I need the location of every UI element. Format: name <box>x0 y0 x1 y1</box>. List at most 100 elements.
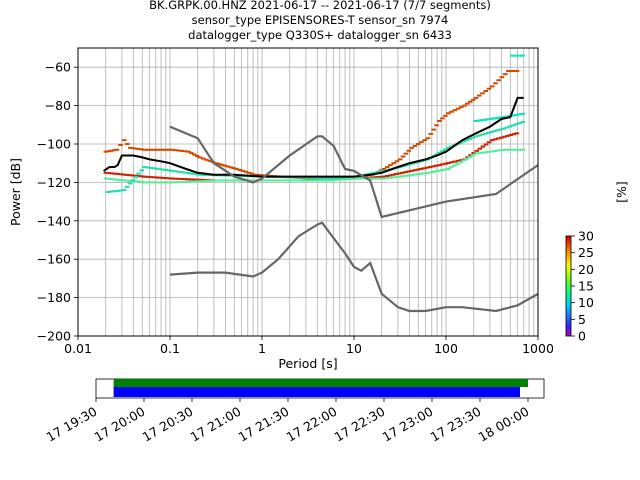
psd-track-segment <box>166 169 172 172</box>
psd-track-segment <box>425 137 431 140</box>
psd-track-segment <box>166 177 172 180</box>
psd-track-segment <box>464 139 470 142</box>
colorbar-tick-label: 0 <box>578 329 586 344</box>
psd-track-segment <box>329 177 334 180</box>
psd-track-segment <box>375 171 381 174</box>
psd-track-segment <box>434 124 439 127</box>
colorbar-tick-label: 15 <box>578 279 594 294</box>
psd-track-segment <box>462 104 467 107</box>
psd-track-segment <box>160 181 166 184</box>
y-tick-label: −140 <box>37 213 71 228</box>
psd-track-segment <box>511 70 517 73</box>
psd-track-segment <box>114 148 120 151</box>
x-axis-label: Period [s] <box>278 356 337 371</box>
psd-track-segment <box>504 115 510 118</box>
psd-track-segment <box>410 162 415 165</box>
psd-track-segment <box>514 113 519 116</box>
psd-track-segment <box>473 96 479 99</box>
psd-track-segment <box>440 163 445 166</box>
psd-track-segment <box>139 148 145 151</box>
psd-track-segment <box>458 106 464 109</box>
psd-track-segment <box>495 129 500 132</box>
timeline-tick-label: 17 22:30 <box>332 404 388 445</box>
psd-track-segment <box>452 109 458 112</box>
psd-track-segment <box>213 179 219 182</box>
psd-track-segment <box>289 179 295 182</box>
psd-track-segment <box>189 152 194 155</box>
psd-track-segment <box>216 179 222 182</box>
psd-track-segment <box>496 137 501 140</box>
psd-track-segment <box>430 165 436 168</box>
psd-track-segment <box>160 168 166 171</box>
psd-track-segment <box>407 163 412 166</box>
psd-track-segment <box>170 177 175 180</box>
psd-track-segment <box>499 136 504 139</box>
psd-track-segment <box>465 102 470 105</box>
psd-track-segment <box>197 173 203 176</box>
psd-track-segment <box>142 175 147 178</box>
psd-track-segment <box>332 177 338 180</box>
psd-track-segment <box>482 132 488 135</box>
psd-track-segment <box>231 167 236 170</box>
psd-track-segment <box>410 173 415 176</box>
psd-track-segment <box>127 182 133 185</box>
psd-track-segment <box>419 172 425 175</box>
colorbar-tick-label: 10 <box>578 295 594 310</box>
psd-track-segment <box>176 177 181 180</box>
psd-track-segment <box>329 179 334 182</box>
psd-track-segment <box>163 181 169 184</box>
psd-track-segment <box>148 148 154 151</box>
high-noise-model-line <box>169 125 538 219</box>
psd-track-segment <box>118 143 123 146</box>
psd-track-segment <box>166 148 172 151</box>
psd-track-segment <box>406 149 412 152</box>
psd-track-segment <box>157 148 163 151</box>
psd-track-segment <box>477 147 483 150</box>
psd-track-segment <box>197 156 203 159</box>
psd-track-segment <box>473 152 479 155</box>
psd-track-segment <box>182 178 188 181</box>
psd-track-segment <box>446 167 451 170</box>
psd-track-segment <box>415 168 421 171</box>
colorbar-tick-label: 5 <box>578 312 586 327</box>
plot-frame <box>77 47 539 337</box>
psd-track-segment <box>112 178 118 181</box>
psd-track-segment <box>381 167 387 170</box>
psd-track-segment <box>354 177 359 180</box>
chart-title-line-1: BK.GRPK.00.HNZ 2021-06-17 -- 2021-06-17 … <box>149 0 491 12</box>
psd-track-segment <box>154 176 160 179</box>
psd-track-segment <box>142 166 147 169</box>
psd-track-segment <box>397 172 402 175</box>
psd-track-segment <box>225 179 231 182</box>
psd-track-segment <box>378 175 384 178</box>
psd-track-segment <box>106 150 111 153</box>
psd-track-segment <box>176 170 181 173</box>
psd-track-segment <box>504 126 510 129</box>
psd-track-segment <box>372 176 378 179</box>
psd-track-segment <box>210 179 216 182</box>
psd-track-segment <box>375 176 381 179</box>
psd-track-segment <box>449 110 454 113</box>
psd-track-segment <box>443 162 448 165</box>
psd-track-segment <box>369 176 374 179</box>
psd-track-segment <box>115 178 121 181</box>
psd-track-segment <box>446 112 451 115</box>
psd-track-segment <box>424 166 430 169</box>
psd-track-segment <box>440 150 445 153</box>
psd-track-segment <box>458 141 463 144</box>
psd-track-segment <box>249 172 255 175</box>
psd-track-segment <box>406 170 411 173</box>
psd-track-segment <box>179 149 185 152</box>
psd-track-segment <box>298 176 304 179</box>
y-axis-label: Power [dB] <box>8 158 23 226</box>
psd-track-segment <box>173 170 178 173</box>
psd-track-segment <box>207 159 213 162</box>
psd-track-segment <box>121 173 127 176</box>
colorbar-tick-label: 30 <box>578 229 594 244</box>
psd-track-segment <box>194 173 200 176</box>
psd-track-segment <box>455 107 461 110</box>
low-noise-model-line <box>169 221 538 313</box>
psd-track-segment <box>295 179 301 182</box>
psd-track-segment <box>422 139 427 142</box>
